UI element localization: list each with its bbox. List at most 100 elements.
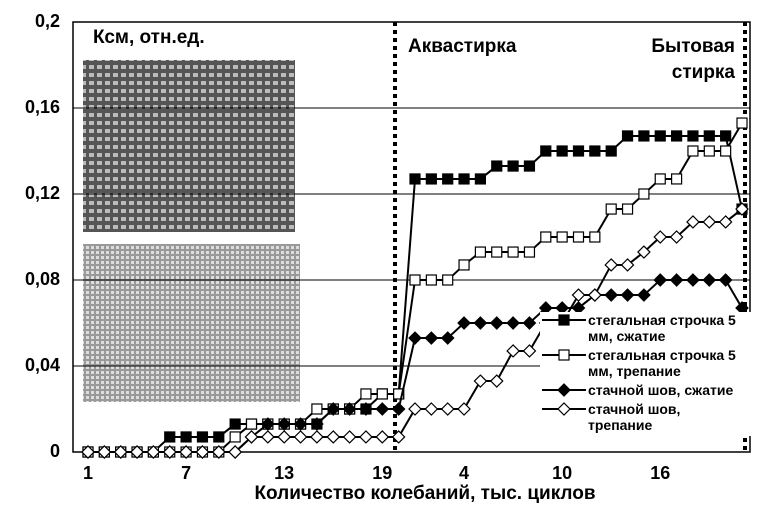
x-tick-label: 16 [650, 463, 670, 483]
marker [197, 432, 207, 442]
marker [721, 131, 731, 141]
legend-item: стегальная строчка 5 мм, сжатие [540, 312, 755, 344]
marker [672, 131, 682, 141]
marker [474, 375, 486, 387]
annotation: Бытовая стирка [600, 34, 735, 86]
y-tick-label: 0,2 [35, 11, 60, 31]
marker [361, 389, 371, 399]
marker [409, 403, 421, 415]
marker [295, 431, 307, 443]
marker [574, 146, 584, 156]
x-tick-label: 13 [274, 463, 294, 483]
marker [704, 131, 714, 141]
marker [590, 146, 600, 156]
marker [475, 174, 485, 184]
marker [605, 259, 617, 271]
y-tick-label: 0,08 [25, 269, 60, 289]
legend-item: стачной шов, сжатие [540, 382, 755, 398]
legend-marker [558, 384, 570, 396]
marker [230, 419, 240, 429]
marker [623, 204, 633, 214]
y-tick-label: 0 [50, 441, 60, 461]
legend-label: стачной шов, трепание [588, 401, 748, 433]
marker [491, 375, 503, 387]
marker [688, 146, 698, 156]
marker [165, 432, 175, 442]
marker [377, 389, 387, 399]
marker [442, 403, 454, 415]
marker [214, 432, 224, 442]
x-tick-label: 4 [459, 463, 469, 483]
marker [622, 289, 634, 301]
marker [639, 189, 649, 199]
marker [425, 403, 437, 415]
marker [507, 317, 519, 329]
marker [508, 247, 518, 257]
marker [606, 204, 616, 214]
legend-marker [559, 315, 569, 325]
marker [376, 431, 388, 443]
marker [278, 431, 290, 443]
x-tick-label: 7 [181, 463, 191, 483]
marker [426, 275, 436, 285]
marker [557, 232, 567, 242]
marker [508, 161, 518, 171]
y-tick-label: 0,04 [25, 355, 60, 375]
marker [639, 131, 649, 141]
page: Ксм, отн.ед. Аквастирка Количество колеб… [0, 0, 768, 508]
x-axis-title: Количество колебаний, тыс. циклов [254, 483, 595, 504]
x-tick-label: 1 [83, 463, 93, 483]
marker [247, 419, 257, 429]
marker [687, 274, 699, 286]
marker [459, 174, 469, 184]
marker [443, 275, 453, 285]
marker [590, 232, 600, 242]
marker [443, 174, 453, 184]
marker [671, 274, 683, 286]
marker [409, 332, 421, 344]
marker [541, 146, 551, 156]
marker [507, 345, 519, 357]
marker [312, 404, 322, 414]
marker [573, 289, 585, 301]
x-tick-label: 10 [552, 463, 572, 483]
marker [360, 431, 372, 443]
photo [83, 244, 300, 402]
annotation: Аквастирка [408, 36, 517, 57]
marker [475, 247, 485, 257]
legend-item: стегальная строчка 5 мм, трепание [540, 347, 755, 379]
marker [655, 131, 665, 141]
legend-swatch [540, 382, 588, 398]
marker [492, 247, 502, 257]
legend-label: стегальная строчка 5 мм, трепание [588, 347, 748, 379]
marker [688, 131, 698, 141]
marker [574, 232, 584, 242]
marker [410, 275, 420, 285]
y-tick-label: 0,16 [25, 97, 60, 117]
legend-marker [559, 350, 569, 360]
legend-swatch [540, 312, 588, 328]
marker [524, 247, 534, 257]
legend-item: стачной шов, трепание [540, 401, 755, 433]
x-tick-label: 19 [372, 463, 392, 483]
marker [376, 403, 388, 415]
marker [491, 317, 503, 329]
y-tick-label: 0,12 [25, 183, 60, 203]
marker [721, 146, 731, 156]
marker [426, 174, 436, 184]
photo [83, 60, 295, 232]
marker [230, 432, 240, 442]
marker [541, 232, 551, 242]
marker [672, 174, 682, 184]
marker [393, 403, 405, 415]
marker [720, 274, 732, 286]
marker [704, 146, 714, 156]
marker [311, 431, 323, 443]
marker [605, 289, 617, 301]
marker [737, 118, 747, 128]
marker [474, 317, 486, 329]
marker [623, 131, 633, 141]
marker [459, 260, 469, 270]
marker [181, 432, 191, 442]
